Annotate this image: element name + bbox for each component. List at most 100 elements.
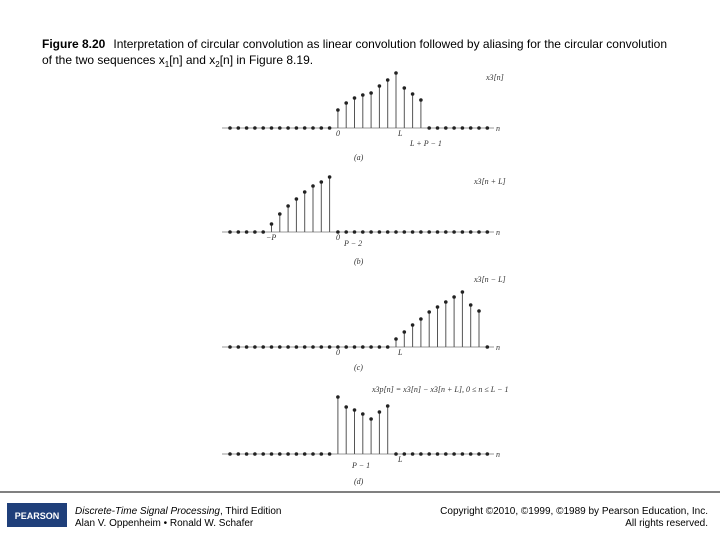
stem-dot <box>377 84 382 88</box>
stem-dot <box>468 303 473 307</box>
signal-label: x3p[n] = x3[n] − x3[n + L], 0 ≤ n ≤ L − … <box>371 385 508 394</box>
stem-dot <box>385 78 390 82</box>
axis-label: n <box>496 343 500 352</box>
stem-dot <box>244 345 249 349</box>
stem-dot <box>344 230 349 234</box>
stem-dot <box>278 345 282 349</box>
stem-dot <box>369 230 373 234</box>
logo: PEARSON <box>15 511 60 521</box>
stem-dot <box>444 126 448 130</box>
stem-dot <box>302 126 307 130</box>
stem-dot <box>261 345 266 349</box>
stem-dot <box>327 126 332 130</box>
stem-dot <box>435 452 440 456</box>
book-line: Discrete-Time Signal Processing, Third E… <box>75 506 281 517</box>
stem-dot <box>286 204 290 208</box>
stem-dot <box>402 330 407 334</box>
stem-dot <box>477 230 481 234</box>
stem-dot <box>311 184 315 188</box>
stem-dot <box>369 91 373 95</box>
stem-dot <box>311 452 315 456</box>
logo-box <box>7 503 67 527</box>
stem-dot <box>427 310 432 314</box>
stem-dot <box>377 410 382 414</box>
tick-label: L <box>397 348 403 357</box>
stem-dot <box>477 309 481 313</box>
stem-dot <box>319 345 324 349</box>
axis-label: n <box>496 450 500 459</box>
stem-dot <box>228 345 232 349</box>
panel-caption: (b) <box>354 257 364 266</box>
stem-dot <box>228 126 232 130</box>
stem-dot <box>460 230 465 234</box>
stem-dot <box>319 180 324 184</box>
stem-dot <box>286 345 290 349</box>
stem-dot <box>269 222 274 226</box>
stem-dot <box>336 108 340 112</box>
stem-dot <box>244 452 249 456</box>
stem-dot <box>261 126 266 130</box>
stem-dot <box>468 230 473 234</box>
caption-line-2: of the two sequences x1[n] and x2[n] in … <box>42 53 313 69</box>
stem-dot <box>402 230 407 234</box>
caption-sub: 1 <box>165 60 170 69</box>
stem-dot <box>361 230 365 234</box>
stem-dot <box>286 126 290 130</box>
stem-dot <box>261 452 266 456</box>
stem-dot <box>394 337 398 341</box>
stem-dot <box>236 452 241 456</box>
stem-dot <box>327 175 332 179</box>
authors: Alan V. Oppenheim • Ronald W. Schafer <box>75 518 254 529</box>
caption-part: of the two sequences x <box>42 53 165 67</box>
stem-dot <box>352 408 357 412</box>
stem-dot <box>269 452 274 456</box>
stem-dot <box>477 452 481 456</box>
stem-dot <box>444 300 448 304</box>
stem-dot <box>402 452 407 456</box>
stem-dot <box>444 230 448 234</box>
stem-dot <box>361 93 365 97</box>
stem-dot <box>377 230 382 234</box>
stem-dot <box>294 345 299 349</box>
stem-dot <box>228 230 232 234</box>
stem-dot <box>336 395 340 399</box>
axis-label: n <box>496 124 500 133</box>
stem-dot <box>336 345 340 349</box>
panel-caption: (a) <box>354 153 364 162</box>
stem-dot <box>286 452 290 456</box>
tick-label: −P <box>266 233 276 242</box>
stem-dot <box>427 126 432 130</box>
stem-dot <box>435 230 440 234</box>
stem-dot <box>278 452 282 456</box>
stem-dot <box>294 452 299 456</box>
stem-dot <box>435 305 440 309</box>
stem-dot <box>444 452 448 456</box>
stem-dot <box>352 345 357 349</box>
stem-dot <box>452 295 456 299</box>
caption-text: Interpretation of circular convolution a… <box>113 37 667 51</box>
stem-dot <box>410 452 415 456</box>
tick-label: 0 <box>336 129 340 138</box>
stem-dot <box>261 230 266 234</box>
stem-dot <box>452 126 456 130</box>
stem-dot <box>402 86 407 90</box>
stem-dot <box>228 452 232 456</box>
stem-dot <box>344 405 349 409</box>
caption-part: [n] and x <box>169 53 215 67</box>
stem-dot <box>269 345 274 349</box>
stem-dot <box>460 452 465 456</box>
stem-dot <box>460 126 465 130</box>
stem-dot <box>344 101 349 105</box>
panel-caption: (c) <box>354 363 363 372</box>
stem-dot <box>336 230 340 234</box>
stem-dot <box>327 345 332 349</box>
panel-caption: (d) <box>354 477 364 486</box>
stem-dot <box>327 452 332 456</box>
stem-dot <box>319 452 324 456</box>
stem-dot <box>394 452 398 456</box>
stem-dot <box>294 126 299 130</box>
stem-dot <box>394 71 398 75</box>
stem-dot <box>385 230 390 234</box>
